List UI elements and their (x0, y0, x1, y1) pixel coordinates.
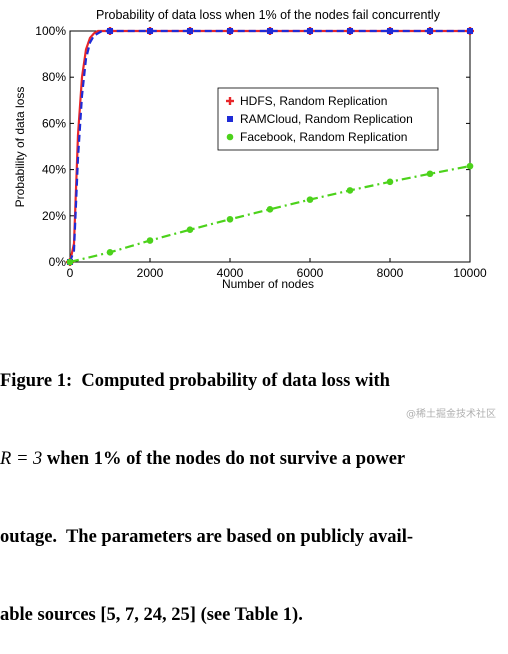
data-point (466, 162, 474, 170)
caption-line-1: Figure 1: Computed probability of data l… (0, 371, 390, 391)
series-line (69, 165, 471, 264)
y-tick-label: 60% (42, 116, 66, 130)
y-tick-label: 100% (35, 24, 66, 38)
legend-marker (227, 116, 233, 122)
data-point (146, 237, 154, 244)
x-axis-label: Number of nodes (222, 277, 314, 291)
x-tick-label: 4000 (217, 266, 244, 280)
data-point (106, 248, 114, 256)
chart: Probability of data loss when 1% of the … (13, 8, 487, 291)
legend: HDFS, Random Replication RAMCloud, Random… (217, 87, 439, 151)
y-tick-label: 0% (49, 255, 67, 269)
data-point (306, 196, 314, 203)
x-tick-label: 10000 (453, 266, 487, 280)
x-tick-label: 0 (67, 266, 74, 280)
caption-line-2: R = 3 when 1% of the nodes do not surviv… (0, 446, 508, 472)
y-tick-label: 80% (42, 70, 66, 84)
data-point (467, 28, 473, 34)
data-point (186, 226, 194, 233)
data-point (107, 28, 113, 34)
data-point (147, 28, 153, 34)
legend-marker (226, 97, 234, 105)
data-point (387, 28, 393, 34)
data-point (227, 28, 233, 34)
legend-box (217, 87, 439, 151)
caption-line-2-text: when 1% of the nodes do not survive a po… (42, 449, 406, 469)
legend-label: RAMCloud, Random Replication (240, 112, 413, 126)
caption-math-r: R (0, 449, 12, 469)
data-point (266, 206, 274, 213)
caption-math-eq: = 3 (11, 449, 43, 469)
y-axis-label: Probability of data loss (13, 87, 27, 208)
x-tick-label: 8000 (377, 266, 404, 280)
data-point (226, 215, 234, 223)
data-point (427, 28, 433, 34)
figure-caption: Figure 1: Computed probability of data l… (0, 316, 508, 654)
data-point (347, 28, 353, 34)
data-point (187, 28, 193, 34)
data-point (426, 170, 434, 178)
x-tick-label: 6000 (297, 266, 324, 280)
data-point (346, 187, 354, 194)
chart-title: Probability of data loss when 1% of the … (96, 8, 441, 22)
data-point (307, 28, 313, 34)
series-2 (67, 28, 473, 265)
y-tick-label: 40% (42, 163, 66, 177)
legend-label: Facebook, Random Replication (240, 130, 407, 144)
y-tick-label: 20% (42, 209, 66, 223)
watermark: @稀土掘金技术社区 (406, 409, 496, 420)
data-point (267, 28, 273, 34)
data-point (66, 258, 74, 266)
series-3 (66, 162, 474, 266)
x-tick-label: 2000 (137, 266, 164, 280)
caption-line-4: able sources [5, 7, 24, 25] (see Table 1… (0, 605, 303, 625)
axis-ticks: 0 2000 4000 6000 8000 10000 0% 20% 40% 60% 80% 100% (35, 24, 487, 280)
data-point (386, 178, 394, 186)
caption-line-3: outage. The parameters are based on publ… (0, 527, 413, 547)
legend-label: HDFS, Random Replication (240, 94, 387, 108)
legend-marker (226, 133, 234, 141)
series-layer (66, 27, 474, 266)
